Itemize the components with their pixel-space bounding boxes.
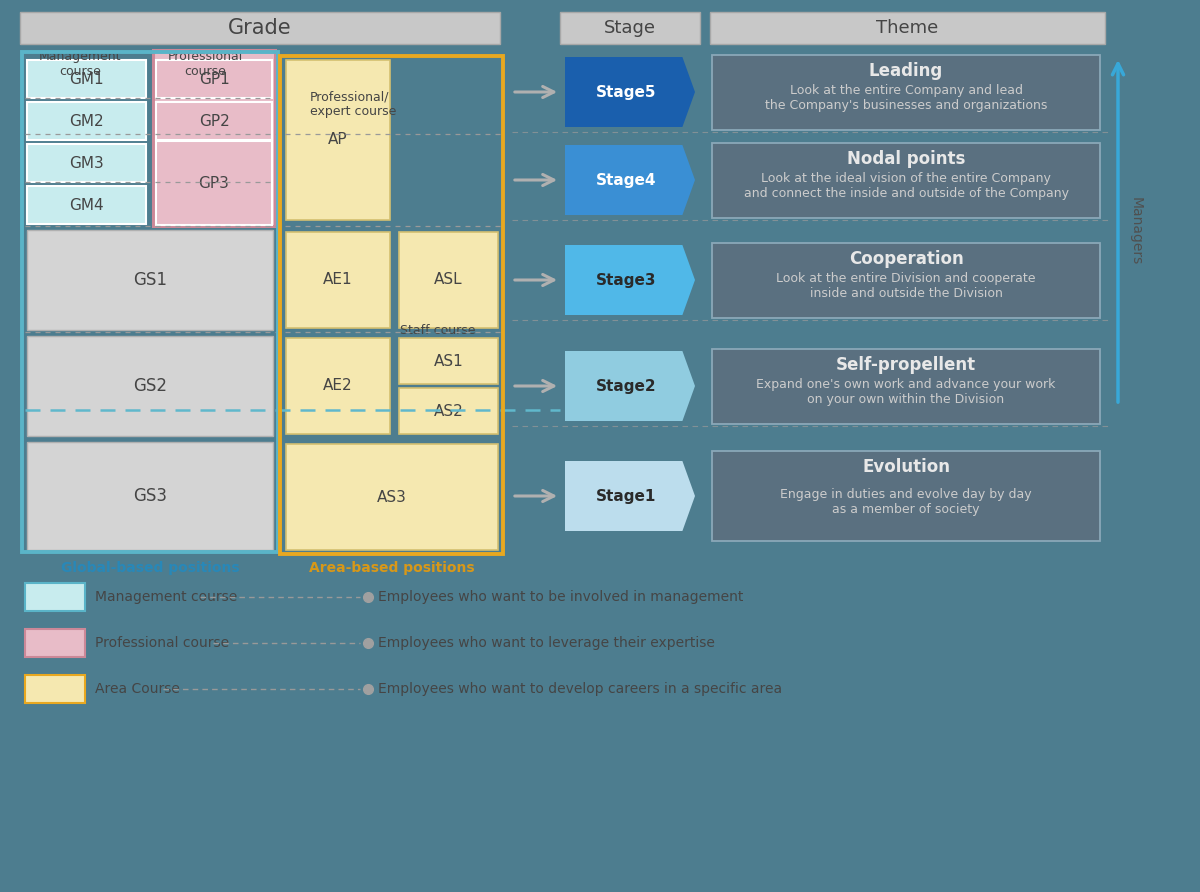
Bar — [398, 232, 498, 328]
Text: Management
course: Management course — [38, 50, 121, 78]
Text: AE1: AE1 — [323, 272, 353, 287]
Bar — [154, 50, 275, 226]
Bar — [712, 243, 1100, 318]
Bar — [710, 12, 1105, 44]
Text: AS3: AS3 — [377, 490, 407, 505]
Text: Professional course: Professional course — [95, 636, 229, 650]
Text: Expand one's own work and advance your work
on your own within the Division: Expand one's own work and advance your w… — [756, 378, 1056, 406]
Bar — [25, 675, 85, 703]
Text: Employees who want to develop careers in a specific area: Employees who want to develop careers in… — [378, 682, 782, 696]
Text: Look at the entire Company and lead
the Company's businesses and organizations: Look at the entire Company and lead the … — [764, 84, 1048, 112]
Bar — [25, 583, 85, 611]
Bar — [712, 54, 1100, 129]
Text: Theme: Theme — [876, 19, 938, 37]
Bar — [156, 60, 272, 98]
Bar — [28, 144, 146, 182]
Text: Managers: Managers — [1129, 197, 1142, 265]
Text: Employees who want to leverage their expertise: Employees who want to leverage their exp… — [378, 636, 715, 650]
Bar — [398, 338, 498, 384]
Text: Global-based positions: Global-based positions — [61, 561, 239, 575]
Polygon shape — [565, 57, 695, 127]
Text: AS2: AS2 — [433, 404, 463, 419]
Text: Cooperation: Cooperation — [848, 250, 964, 268]
Text: Stage2: Stage2 — [595, 378, 656, 393]
Polygon shape — [565, 245, 695, 315]
Text: Self-propellent: Self-propellent — [836, 356, 976, 374]
Bar — [156, 102, 272, 140]
Text: Professional
course: Professional course — [167, 50, 242, 78]
Bar — [712, 451, 1100, 541]
Text: GM3: GM3 — [70, 155, 104, 170]
Text: GS3: GS3 — [133, 487, 167, 505]
Text: Stage3: Stage3 — [595, 272, 656, 287]
Text: Stage4: Stage4 — [595, 172, 656, 187]
Text: AP: AP — [328, 133, 348, 147]
Text: ASL: ASL — [434, 272, 463, 287]
Bar — [28, 60, 146, 98]
Text: GP2: GP2 — [199, 113, 229, 128]
Bar — [28, 186, 146, 224]
Text: Look at the ideal vision of the entire Company
and connect the inside and outsid: Look at the ideal vision of the entire C… — [744, 172, 1068, 200]
Bar — [28, 336, 274, 436]
Bar — [286, 338, 390, 434]
Bar — [398, 388, 498, 434]
Text: Leading: Leading — [869, 62, 943, 79]
Bar — [25, 629, 85, 657]
Bar — [28, 230, 274, 330]
Text: AS1: AS1 — [433, 353, 463, 368]
Bar — [22, 52, 278, 552]
Bar — [560, 12, 700, 44]
Polygon shape — [565, 145, 695, 215]
Bar — [20, 12, 500, 44]
Text: Stage1: Stage1 — [595, 489, 656, 503]
Bar — [712, 143, 1100, 218]
Text: Look at the entire Division and cooperate
inside and outside the Division: Look at the entire Division and cooperat… — [776, 272, 1036, 300]
Bar — [28, 102, 146, 140]
Polygon shape — [565, 351, 695, 421]
Text: Staff course: Staff course — [400, 324, 475, 336]
Text: Evolution: Evolution — [862, 458, 950, 476]
Text: Nodal points: Nodal points — [847, 150, 965, 168]
Text: GP3: GP3 — [198, 176, 229, 191]
Text: GM1: GM1 — [70, 71, 104, 87]
Text: GS2: GS2 — [133, 377, 167, 395]
Bar — [28, 442, 274, 550]
Bar — [286, 232, 390, 328]
Text: GM2: GM2 — [70, 113, 104, 128]
Text: Employees who want to be involved in management: Employees who want to be involved in man… — [378, 590, 743, 604]
Bar — [156, 141, 272, 225]
Text: Stage: Stage — [604, 19, 656, 37]
Bar — [286, 444, 498, 550]
Text: Stage5: Stage5 — [595, 85, 656, 100]
Text: Professional/
expert course: Professional/ expert course — [310, 90, 396, 118]
Text: Management course: Management course — [95, 590, 238, 604]
Text: Engage in duties and evolve day by day
as a member of society: Engage in duties and evolve day by day a… — [780, 488, 1032, 516]
Bar — [712, 349, 1100, 424]
Text: GS1: GS1 — [133, 271, 167, 289]
Text: Area Course: Area Course — [95, 682, 180, 696]
Text: GM4: GM4 — [70, 197, 104, 212]
Text: AE2: AE2 — [323, 378, 353, 393]
Polygon shape — [565, 461, 695, 531]
Bar — [280, 56, 503, 554]
Text: Area-based positions: Area-based positions — [308, 561, 474, 575]
Text: Grade: Grade — [228, 18, 292, 38]
Bar — [286, 60, 390, 220]
Text: GP1: GP1 — [199, 71, 229, 87]
